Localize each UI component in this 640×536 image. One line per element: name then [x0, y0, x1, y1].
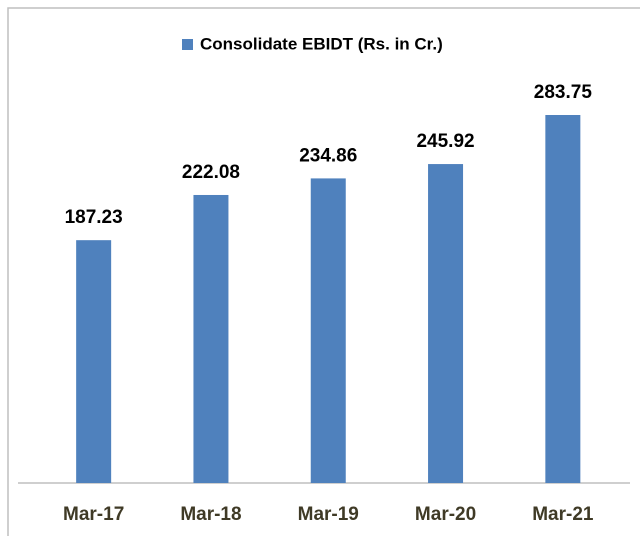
x-tick-label: Mar-17: [63, 504, 124, 525]
x-tick-label: Mar-19: [298, 504, 359, 525]
chart-frame: [7, 7, 640, 536]
bar: [310, 178, 346, 483]
legend-swatch: [182, 39, 193, 50]
data-label: 245.92: [416, 131, 474, 152]
bar: [193, 194, 229, 483]
x-tick-label: Mar-21: [532, 504, 594, 525]
bar: [428, 164, 464, 483]
data-label: 283.75: [534, 82, 593, 103]
bar: [545, 115, 581, 483]
x-tick-label: Mar-18: [180, 504, 241, 525]
bar: [76, 240, 112, 483]
data-label: 222.08: [182, 162, 240, 183]
data-label: 187.23: [65, 207, 123, 228]
x-tick-label: Mar-20: [415, 504, 476, 525]
data-label: 234.86: [299, 145, 357, 166]
legend-label: Consolidate EBIDT (Rs. in Cr.): [200, 34, 443, 53]
